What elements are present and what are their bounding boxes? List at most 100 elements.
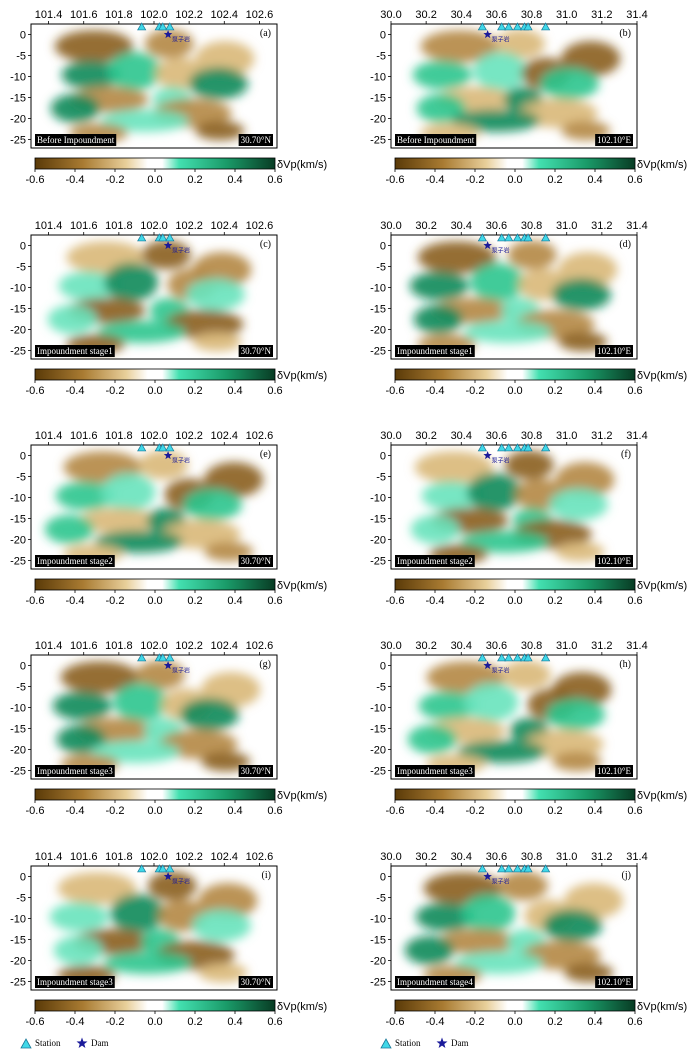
profile-label-box — [595, 345, 633, 357]
x-tick-label: 31.0 — [556, 9, 577, 21]
dam-marker — [163, 30, 173, 39]
x-tick-label: 30.8 — [521, 430, 542, 442]
colorbar-tick-label: 0.4 — [227, 595, 242, 607]
colorbar-tick-label: -0.4 — [426, 385, 445, 397]
x-tick-label: 30.6 — [486, 9, 507, 21]
colorbar-tick-label: 0.0 — [507, 805, 522, 817]
colorbar-tick-label: 0.0 — [507, 174, 522, 186]
y-tick-label: -25 — [370, 346, 386, 358]
x-tick-label: 102.0 — [140, 640, 168, 652]
profile-label: 30.70°N — [241, 135, 272, 145]
colorbar — [34, 368, 276, 381]
y-tick-label: -15 — [10, 935, 26, 947]
stage-label: Impoundment stage1 — [37, 346, 113, 356]
x-tick-label: 101.6 — [70, 851, 98, 863]
star-icon — [76, 1037, 88, 1048]
x-tick-label: 31.0 — [556, 220, 577, 232]
y-tick-label: -15 — [370, 935, 386, 947]
anomaly-blob — [540, 67, 600, 100]
station-marker — [512, 233, 523, 242]
x-tick-label: 101.4 — [35, 9, 63, 21]
anomaly-blob — [135, 660, 185, 690]
x-tick-label: 30.0 — [380, 851, 401, 863]
anomaly-blob — [501, 660, 551, 690]
y-tick-label: -10 — [370, 703, 386, 715]
anomaly-blob — [183, 488, 243, 521]
station-marker — [512, 864, 523, 873]
colorbar-tick-label: 0.6 — [627, 1016, 642, 1028]
anomaly-blob — [404, 935, 454, 965]
y-tick-label: 0 — [380, 30, 386, 42]
x-tick-label: 30.2 — [415, 9, 436, 21]
y-tick-label: 0 — [20, 30, 26, 42]
anomaly-field — [410, 450, 615, 564]
profile-label-box — [238, 555, 273, 567]
x-tick-label: 30.2 — [415, 220, 436, 232]
colorbar — [394, 788, 636, 801]
panel-letter: (j) — [622, 870, 631, 881]
anomaly-field — [50, 29, 255, 143]
y-tick-label: -20 — [10, 325, 26, 337]
anomaly-blob — [555, 461, 615, 498]
profile-label: 102.10°E — [597, 977, 631, 987]
colorbar-label: δVp(km/s) — [277, 1001, 327, 1013]
dam-marker — [483, 451, 492, 460]
anomaly-blob — [410, 514, 460, 544]
panel-letter: (c) — [260, 239, 271, 250]
x-tick-label: 101.6 — [70, 640, 98, 652]
colorbar-tick-label: 0.4 — [227, 805, 242, 817]
x-tick-label: 101.4 — [35, 220, 63, 232]
y-tick-label: -25 — [10, 977, 26, 989]
stage-label: Impoundment stage3 — [37, 766, 113, 776]
colorbar-tick-label: -0.2 — [466, 805, 485, 817]
panel-d: 30.0 30.2 30.4 30.6 30.8 31.0 31.2 31.4 0 -5 -10 -1… — [370, 220, 687, 397]
station-marker — [541, 653, 551, 662]
x-tick-label: 31.2 — [591, 430, 612, 442]
anomaly-blob — [195, 120, 245, 141]
anomaly-blob — [97, 320, 186, 344]
x-tick-label: 102.0 — [140, 9, 168, 21]
anomaly-field — [412, 29, 621, 143]
anomaly-field — [52, 660, 261, 774]
station-marker — [165, 443, 175, 452]
anomaly-blob — [104, 262, 159, 302]
anomaly-blob — [60, 661, 140, 694]
anomaly-blob — [191, 909, 251, 942]
x-tick-label: 30.6 — [486, 430, 507, 442]
y-tick-label: 0 — [380, 241, 386, 253]
colorbar-tick-label: 0.6 — [267, 1016, 282, 1028]
anomaly-blob — [113, 682, 168, 722]
dam-label: 泵子岩 — [492, 878, 510, 886]
colorbar-tick-label: 0.2 — [547, 595, 562, 607]
dam-marker — [163, 241, 173, 250]
colorbar — [394, 157, 636, 170]
y-tick-label: -10 — [370, 914, 386, 926]
anomaly-blob — [407, 724, 457, 754]
x-tick-label: 30.4 — [451, 9, 472, 21]
colorbar-tick-label: -0.6 — [26, 1016, 45, 1028]
panel-letter: (b) — [619, 28, 631, 39]
profile-label: 30.70°N — [241, 977, 272, 987]
profile-label: 102.10°E — [597, 556, 631, 566]
colorbar — [34, 999, 276, 1012]
profile-label-box — [238, 345, 273, 357]
anomaly-blob — [467, 472, 522, 512]
x-tick-label: 102.2 — [175, 430, 203, 442]
station-marker — [512, 22, 523, 31]
anomaly-blob — [55, 481, 115, 511]
y-tick-label: -15 — [370, 514, 386, 526]
colorbar-tick-label: -0.4 — [426, 805, 445, 817]
colorbar-tick-label: 0.0 — [507, 1016, 522, 1028]
panel-e: 101.4 101.6 101.8 102.0 102.2 102.4 102.6 0 -5 -1… — [10, 430, 327, 607]
station-marker — [165, 22, 175, 31]
y-tick-label: -5 — [16, 893, 26, 905]
panel-letter: (i) — [262, 870, 271, 881]
y-tick-label: -25 — [370, 135, 386, 147]
profile-label-box — [595, 134, 633, 146]
anomaly-blob — [110, 893, 165, 933]
y-tick-label: -10 — [370, 493, 386, 505]
y-tick-label: -5 — [376, 472, 386, 484]
colorbar-tick-label: 0.0 — [147, 174, 162, 186]
stage-label: Impoundment stage3 — [37, 977, 113, 987]
dam-label: 泵子岩 — [172, 457, 190, 465]
